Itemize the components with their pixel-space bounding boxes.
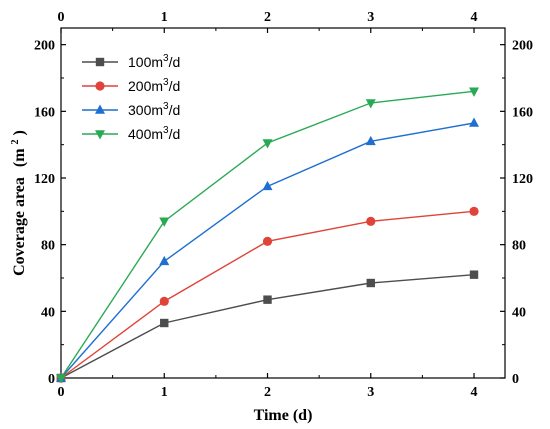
data-point-s1-4	[469, 206, 479, 216]
y-tick-label-right: 80	[512, 239, 526, 254]
series-lines	[60, 90, 475, 379]
legend-label-1: 200m3/d	[128, 77, 180, 94]
y-tick-label-right: 160	[512, 105, 533, 120]
plot-frame	[60, 27, 506, 379]
legend-label-tail: /d	[169, 126, 181, 142]
data-point-s3-2	[262, 139, 273, 149]
y-tick-label-right: 200	[512, 39, 533, 54]
legend-marker-1	[95, 81, 105, 91]
y-axis-title-superscript: 2	[10, 139, 21, 144]
series-line-2	[60, 122, 475, 379]
data-point-s3-1	[159, 217, 170, 227]
data-point-s2-1	[159, 255, 170, 266]
data-point-s3-4	[469, 87, 480, 97]
y-axis-title-main: Coverage area	[11, 177, 28, 276]
y-tick-label-right: 120	[512, 172, 533, 187]
legend-label-tail: /d	[169, 78, 181, 94]
data-point-s1-1	[159, 296, 169, 306]
legend-label-base: 400m	[128, 126, 163, 142]
data-point-s3-3	[365, 99, 376, 109]
x-tick-label-top: 2	[264, 10, 271, 25]
x-tick-label-bottom: 3	[367, 385, 374, 400]
y-tick-label-left: 0	[48, 372, 55, 387]
y-tick-label-left: 40	[41, 305, 55, 320]
legend-label-tail: /d	[169, 54, 181, 70]
y-tick-label-left: 80	[41, 239, 55, 254]
x-axis-title: Time (d)	[254, 407, 313, 424]
data-point-s3-0	[56, 374, 66, 384]
x-tick-label-top: 4	[471, 10, 478, 25]
legend-marker-0	[95, 57, 105, 67]
legend-label-0: 100m3/d	[128, 53, 180, 70]
y-axis-title-close: )	[11, 130, 28, 135]
legend-label-base: 300m	[128, 102, 163, 118]
legend-label-3: 400m3/d	[128, 125, 180, 142]
legend-marker-3	[95, 130, 105, 140]
legend-label-base: 200m	[128, 78, 163, 94]
legend-label-base: 100m	[128, 54, 163, 70]
x-tick-label-bottom: 0	[58, 385, 65, 400]
series-line-1	[60, 210, 475, 379]
data-point-s2-3	[365, 135, 376, 146]
x-tick-label-top: 0	[58, 10, 65, 25]
legend-marker-2	[95, 104, 105, 114]
x-tick-label-bottom: 4	[471, 385, 478, 400]
data-point-s1-3	[366, 216, 376, 226]
data-point-s2-2	[262, 180, 273, 191]
y-axis-title-unit: (m	[11, 148, 28, 167]
y-axis-title: Coverage area (m 2 )	[5, 130, 28, 276]
series-markers	[56, 87, 480, 384]
legend-label-2: 300m3/d	[128, 101, 180, 118]
x-tick-label-bottom: 1	[161, 385, 168, 400]
x-tick-label-top: 3	[367, 10, 374, 25]
legend-label-sup: 3	[163, 53, 169, 64]
legend-label-sup: 3	[163, 125, 169, 136]
y-tick-label-left: 200	[34, 39, 55, 54]
legend-label-sup: 3	[163, 101, 169, 112]
y-tick-label-left: 160	[34, 105, 55, 120]
x-tick-label-top: 1	[161, 10, 168, 25]
legend-label-sup: 3	[163, 77, 169, 88]
legend-label-tail: /d	[169, 102, 181, 118]
data-point-s0-1	[160, 318, 169, 328]
data-point-s0-2	[263, 295, 272, 304]
data-point-s2-4	[469, 117, 480, 127]
data-point-s0-4	[469, 270, 479, 279]
series-line-0	[60, 273, 475, 379]
y-tick-label-right: 40	[512, 305, 526, 320]
y-tick-label-right: 0	[512, 372, 519, 387]
y-tick-label-left: 120	[34, 172, 55, 187]
data-point-s1-2	[262, 236, 273, 246]
x-tick-label-bottom: 2	[264, 385, 271, 400]
data-point-s0-3	[366, 278, 375, 288]
